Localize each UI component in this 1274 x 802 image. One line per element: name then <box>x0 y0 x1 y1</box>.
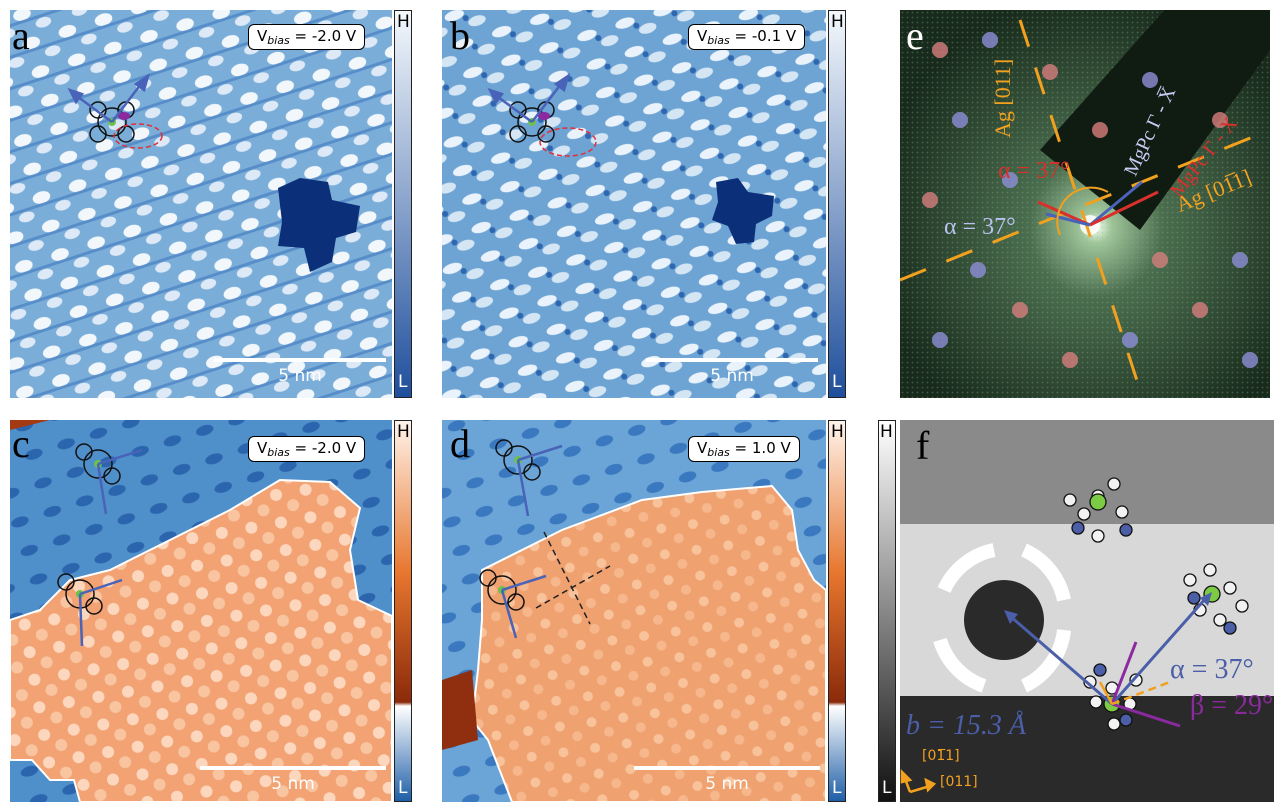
vbias-prefix: V <box>257 27 268 45</box>
vbias-sub: bias <box>707 34 730 47</box>
colorbar-f <box>878 420 896 802</box>
molecule-overlay-f3 <box>1083 663 1143 731</box>
colorbar-c <box>394 420 412 802</box>
colorbar-b-low: L <box>832 372 842 392</box>
stm-image-a <box>10 10 392 398</box>
lattice-arrows-b <box>487 73 571 124</box>
stm-image-b <box>442 10 826 398</box>
mgpc-arrows <box>1037 180 1159 236</box>
vbias-value: = -0.1 V <box>729 27 797 45</box>
colorbar-c-high: H <box>397 422 410 442</box>
leed-pattern-e <box>900 10 1270 398</box>
scale-label: 5 nm <box>705 774 749 794</box>
stm-image-f <box>900 420 1274 802</box>
colorbar-f-low: L <box>882 778 892 798</box>
panel-f: f b = 15.3 Å α = 37° β = 29° [01̅1] [011… <box>900 420 1274 802</box>
label-alpha-blue: α = 37° <box>944 214 1016 240</box>
lattice-arrows-a <box>67 73 151 124</box>
scale-label: 5 nm <box>271 774 315 794</box>
vbias-value: = 1.0 V <box>729 439 791 457</box>
simulated-molecule-f <box>933 543 1071 693</box>
panel-b: b Vbias = -0.1 V 5 nm <box>442 10 826 398</box>
panel-label-e: e <box>906 13 924 58</box>
lattice-arrows-c <box>78 448 143 647</box>
label-b-length: b = 15.3 Å <box>906 710 1026 741</box>
label-alpha-f: α = 37° <box>1170 654 1254 685</box>
vectors-f <box>1004 592 1212 728</box>
vbias-sub: bias <box>267 446 290 459</box>
colorbar-b <box>828 10 846 398</box>
molecule-schematic-d1 <box>495 439 541 481</box>
stm-image-c <box>10 420 392 802</box>
vbias-prefix: V <box>257 439 268 457</box>
molecule-overlay-f1 <box>1063 477 1133 543</box>
panel-label-c: c <box>12 421 30 466</box>
scale-bar-d: 5 nm <box>634 766 820 794</box>
vbias-box-b: Vbias = -0.1 V <box>688 24 806 50</box>
vbias-box-a: Vbias = -2.0 V <box>248 24 366 50</box>
vbias-sub: bias <box>267 34 290 47</box>
scale-line <box>200 766 386 770</box>
vbias-sub: bias <box>707 446 730 459</box>
direction-legend-f <box>900 768 937 794</box>
label-dir-0m11: [01̅1] <box>922 748 960 764</box>
vbias-prefix: V <box>697 27 708 45</box>
vbias-box-c: Vbias = -2.0 V <box>248 436 366 462</box>
lattice-arrows-d <box>500 444 563 639</box>
panel-c: c Vbias = -2.0 V 5 nm <box>10 420 392 802</box>
scale-label: 5 nm <box>278 366 322 386</box>
scale-bar-c: 5 nm <box>200 766 386 794</box>
colorbar-d-high: H <box>831 422 844 442</box>
panel-e: e Ag [011] Ag [01̅1] MgPc Γ - X̅ MgPc Γ … <box>900 10 1270 398</box>
colorbar-a-high: H <box>397 12 410 32</box>
colorbar-a <box>394 10 412 398</box>
vbias-value: = -2.0 V <box>289 27 357 45</box>
stm-image-d <box>442 420 826 802</box>
scale-line <box>634 766 820 770</box>
scale-bar-b: 5 nm <box>646 358 818 386</box>
panel-label-f: f <box>916 423 930 468</box>
vbias-value: = -2.0 V <box>289 439 357 457</box>
scale-line <box>214 358 386 362</box>
colorbar-d <box>828 420 846 802</box>
scale-line <box>646 358 818 362</box>
panel-d: d Vbias = 1.0 V 5 nm <box>442 420 826 802</box>
colorbar-c-low: L <box>398 778 408 798</box>
colorbar-f-high: H <box>880 422 893 442</box>
label-ag-011: Ag [011] <box>990 58 1015 138</box>
panel-label-d: d <box>450 421 470 466</box>
label-alpha-red: α = 37° <box>998 158 1070 184</box>
label-dir-011: [011] <box>940 774 978 790</box>
ag-axes <box>900 19 1270 391</box>
label-beta-f: β = 29° <box>1190 690 1274 721</box>
vbias-prefix: V <box>697 439 708 457</box>
colorbar-a-low: L <box>398 372 408 392</box>
molecule-overlay-f2 <box>1183 563 1249 635</box>
vbias-box-d: Vbias = 1.0 V <box>688 436 800 462</box>
panel-label-a: a <box>12 13 30 58</box>
diffraction-spots <box>922 32 1258 368</box>
panel-label-b: b <box>450 13 470 58</box>
panel-a: a Vbias = -2.0 V 5 nm <box>10 10 392 398</box>
scale-bar-a: 5 nm <box>214 358 386 386</box>
colorbar-b-high: H <box>831 12 844 32</box>
crosshair-d <box>535 531 611 625</box>
scale-label: 5 nm <box>710 366 754 386</box>
colorbar-d-low: L <box>832 778 842 798</box>
